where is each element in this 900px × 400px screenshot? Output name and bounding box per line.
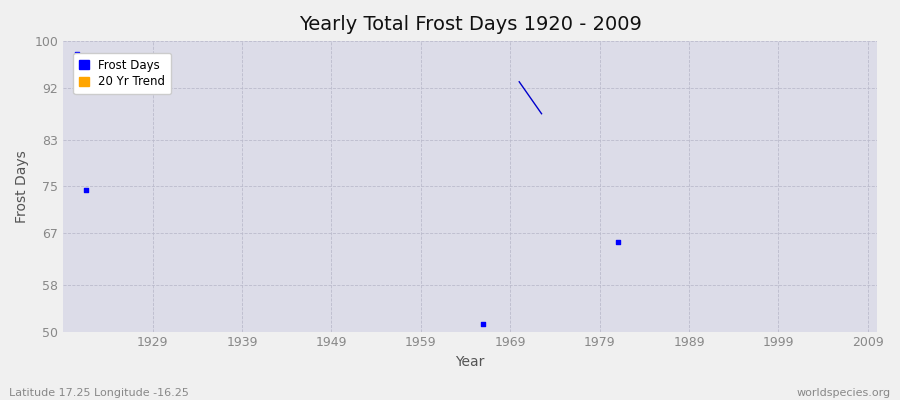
Point <box>476 321 491 327</box>
Point <box>78 187 93 194</box>
Text: worldspecies.org: worldspecies.org <box>796 388 891 398</box>
Y-axis label: Frost Days: Frost Days <box>15 150 29 223</box>
Title: Yearly Total Frost Days 1920 - 2009: Yearly Total Frost Days 1920 - 2009 <box>299 15 642 34</box>
Point <box>610 238 625 245</box>
Point <box>69 51 84 57</box>
Legend: Frost Days, 20 Yr Trend: Frost Days, 20 Yr Trend <box>73 53 171 94</box>
X-axis label: Year: Year <box>455 355 485 369</box>
Text: Latitude 17.25 Longitude -16.25: Latitude 17.25 Longitude -16.25 <box>9 388 189 398</box>
